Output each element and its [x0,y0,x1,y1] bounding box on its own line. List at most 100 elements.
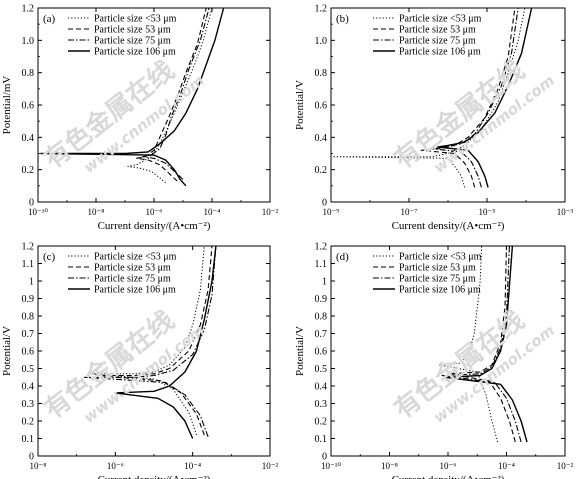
y-axis-label: Potential/V [1,326,13,376]
panel-label: (b) [336,13,349,25]
y-tick-label: 0.1 [22,434,35,445]
y-tick-label: 1.1 [22,259,35,270]
legend-label: Particle size 106 μm [399,285,481,296]
y-tick-label: 0.5 [22,364,35,375]
x-tick-label: 10⁻⁴ [204,207,221,217]
legend-label: Particle size 75 μm [399,36,476,47]
legend-label: Particle size 106 μm [399,47,481,58]
y-tick-label: 0 [322,452,327,463]
y-tick-label: 0.4 [22,133,35,144]
y-tick-label: 0 [322,198,327,209]
legend-label: Particle size 75 μm [399,274,476,285]
x-tick-label: 10⁻⁴ [498,461,515,471]
x-axis-label: Current density/(A•cm⁻²) [392,474,505,479]
series-line [95,245,213,436]
series-line [441,245,522,443]
x-tick-label: 10⁻² [557,461,574,471]
x-tick-label: 10⁻⁸ [30,461,47,471]
y-tick-label: 0.6 [315,101,328,112]
legend-label: Particle size <53 μm [399,14,482,25]
y-tick-label: 0.2 [22,165,35,176]
panel-label: (d) [336,251,349,263]
y-tick-label: 1 [322,277,327,288]
series-line [114,245,217,439]
series-line [438,245,499,443]
x-tick-label: 10⁻⁸ [88,207,105,217]
x-tick-label: 10⁻⁶ [107,461,124,471]
y-tick-label: 0.7 [315,329,328,340]
y-tick-label: 0.2 [315,417,328,428]
series-line [136,7,207,182]
series-line [83,245,217,437]
series-line [437,7,533,188]
series-line [40,7,225,187]
y-tick-label: 0.5 [315,364,328,375]
y-tick-label: 0 [29,452,34,463]
y-tick-label: 0.7 [22,329,35,340]
legend-label: Particle size 53 μm [399,263,476,274]
y-tick-label: 1.2 [315,242,328,253]
series-line [444,245,528,443]
y-tick-label: 0.3 [22,399,35,410]
y-tick-label: 0.8 [22,312,35,323]
x-axis-label: Current density/(A•cm⁻²) [98,474,211,479]
y-tick-label: 1 [29,277,34,288]
y-tick-label: 0.8 [315,68,328,79]
x-tick-label: 10⁻³ [557,207,574,217]
x-tick-label: 10⁻⁴ [184,461,201,471]
y-tick-label: 0.4 [22,382,35,393]
x-tick-label: 10⁻² [262,207,279,217]
y-axis-label: Potential/V [294,80,306,130]
y-tick-label: 0.9 [315,294,328,305]
legend-label: Particle size 53 μm [94,263,171,274]
legend-label: Particle size 106 μm [94,47,176,58]
x-axis-label: Current density/(A•cm⁻²) [392,220,505,232]
y-tick-label: 0.4 [315,382,328,393]
legend-label: Particle size 53 μm [399,25,476,36]
legend-label: Particle size <53 μm [399,252,482,263]
legend-label: Particle size 106 μm [94,285,176,296]
series-line [430,7,519,188]
series-line [420,7,516,188]
y-tick-label: 1.0 [315,36,328,47]
series-line [330,7,526,188]
x-axis-label: Current density/(A•cm⁻²) [98,220,211,232]
y-tick-label: 0 [29,198,34,209]
series-line [447,245,516,443]
y-tick-label: 0.6 [22,347,35,358]
y-tick-label: 0.1 [315,434,328,445]
y-tick-label: 1.2 [315,4,328,15]
panel-label: (c) [43,251,56,263]
x-tick-label: 10⁻⁸ [381,461,398,471]
x-tick-label: 10⁻² [262,461,279,471]
x-tick-label: 10⁻¹⁰ [28,207,48,217]
x-tick-label: 10⁻⁷ [401,207,418,217]
y-tick-label: 0.8 [315,312,328,323]
x-tick-label: 10⁻⁶ [146,207,163,217]
y-tick-label: 0.8 [22,68,35,79]
y-tick-label: 1.2 [22,4,35,15]
series-line [141,7,210,180]
y-tick-label: 0.3 [315,399,328,410]
legend-label: Particle size 75 μm [94,36,171,47]
y-tick-label: 0.9 [22,294,35,305]
y-tick-label: 0.2 [315,165,328,176]
y-tick-label: 0.2 [22,417,35,428]
y-axis-label: Potential/mV [1,76,13,135]
y-tick-label: 1.0 [22,36,35,47]
legend-label: Particle size 75 μm [94,274,171,285]
legend-label: Particle size 53 μm [94,25,171,36]
x-tick-label: 10⁻⁹ [323,207,340,217]
legend-label: Particle size <53 μm [94,14,177,25]
x-tick-label: 10⁻⁶ [440,461,457,471]
legend-label: Particle size <53 μm [94,252,177,263]
y-tick-label: 0.6 [315,347,328,358]
x-tick-label: 10⁻⁵ [479,207,496,217]
y-axis-label: Potential/V [294,326,306,376]
y-tick-label: 1.2 [22,242,35,253]
y-tick-label: 0.6 [22,101,35,112]
x-tick-label: 10⁻¹⁰ [321,461,341,471]
y-tick-label: 0.4 [315,133,328,144]
panel-label: (a) [43,13,56,25]
